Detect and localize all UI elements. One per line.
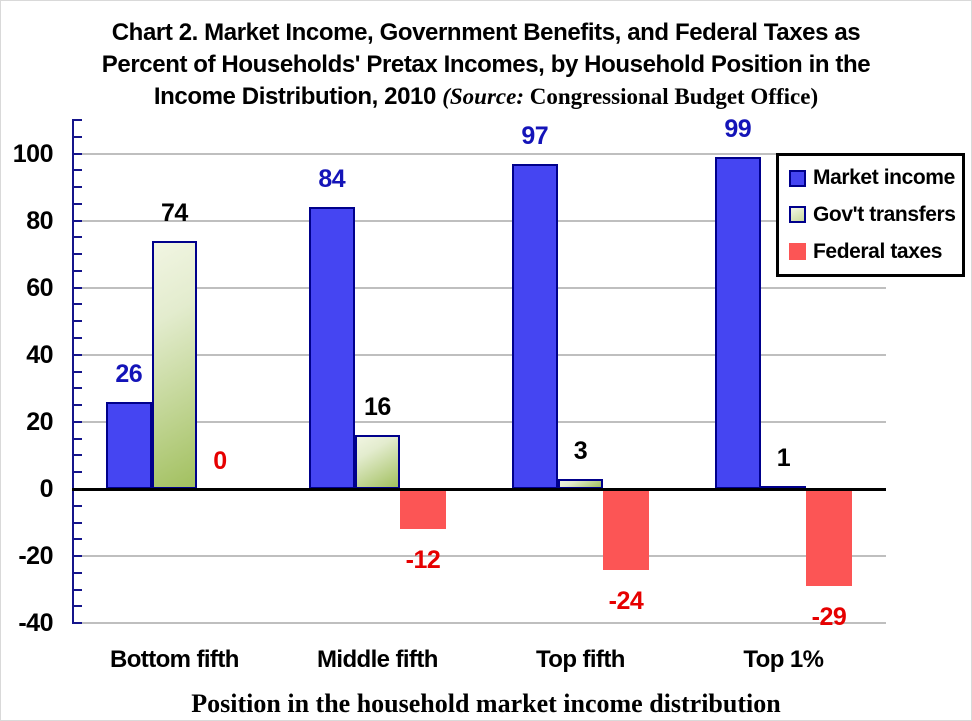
federal-taxes-swatch-icon [789,243,806,261]
y-axis-tick [72,253,82,256]
y-axis-tick [72,571,82,574]
legend-item-govt-transfers: Gov't transfers [789,203,962,227]
legend-item-market-income: Market income [789,166,962,190]
y-axis-tick [72,353,82,356]
gridline--40 [73,622,886,625]
y-axis-line [72,119,74,624]
y-tick-label-80: 80 [26,206,53,235]
bar-value-label-gov-t-transfers-middle-fifth: 16 [363,393,391,422]
y-axis-tick [72,286,82,289]
y-axis-tick [72,387,82,390]
bar-market-income-bottom-fifth [106,401,152,489]
x-axis-title: Position in the household market income … [191,689,781,718]
bar-federal-taxes-top-1 [806,489,852,587]
y-axis-tick [72,504,82,507]
chart-title: Chart 2. Market Income, Government Benef… [1,17,971,113]
y-axis-tick [72,202,82,205]
bar-value-label-market-income-top-1: 99 [724,114,752,143]
y-axis-tick [72,186,82,189]
y-tick-label-40: 40 [26,340,53,369]
y-axis-tick [72,219,82,222]
gridline-40 [73,353,886,356]
bar-value-label-federal-taxes-top-fifth: -24 [608,586,644,615]
y-axis-tick [72,420,82,423]
bar-market-income-top-1 [715,156,761,489]
gridline-100 [73,152,886,155]
gridline-80 [73,219,886,222]
bar-value-label-federal-taxes-top-1: -29 [811,603,847,632]
y-axis-tick [72,118,82,121]
legend-box: Market income Gov't transfers Federal ta… [776,153,965,277]
chart-title-line3-main: Income Distribution, 2010 [153,83,436,110]
bar-value-label-market-income-top-fifth: 97 [521,121,549,150]
y-axis-tick [72,605,82,608]
y-axis-tick [72,370,82,373]
bar-value-label-market-income-middle-fifth: 84 [318,165,346,194]
y-axis-tick [72,236,82,239]
bar-gov-t-transfers-bottom-fifth [151,240,198,489]
source-label: (Source: [442,84,525,109]
legend-label: Market income [813,166,955,190]
y-tick-label--20: -20 [18,542,53,571]
bar-value-label-federal-taxes-bottom-fifth: 0 [213,447,227,475]
bar-value-label-gov-t-transfers-top-1: 1 [776,443,791,472]
govt-transfers-swatch-icon [789,206,806,224]
y-tick-label-20: 20 [26,407,53,436]
y-axis-tick [72,337,82,340]
bar-value-label-gov-t-transfers-top-fifth: 3 [573,436,588,465]
y-tick-label-100: 100 [12,139,54,168]
y-axis-tick [72,169,82,172]
y-axis-tick [72,320,82,323]
legend-label: Federal taxes [813,239,943,263]
chart-title-line3: Income Distribution, 2010 (Source: Congr… [1,81,971,113]
bar-federal-taxes-middle-fifth [400,489,446,530]
bar-value-label-market-income-bottom-fifth: 26 [115,359,143,388]
y-axis-tick [72,471,82,474]
category-label-top-1: Top 1% [743,646,824,673]
y-axis-tick [72,555,82,558]
y-axis-tick [72,437,82,440]
bar-gov-t-transfers-middle-fifth [354,435,401,489]
bar-value-label-federal-taxes-middle-fifth: -12 [405,546,441,575]
y-tick-label-60: 60 [26,273,53,302]
y-axis-tick [72,404,82,407]
bar-value-label-gov-t-transfers-bottom-fifth: 74 [160,198,188,227]
bar-federal-taxes-top-fifth [603,489,649,570]
source-value: Congressional Budget Office) [529,84,819,109]
y-axis-tick [72,152,82,155]
y-axis-tick [72,588,82,591]
chart-title-line2: Percent of Households' Pretax Incomes, b… [101,51,871,78]
y-tick-label-0: 0 [39,475,54,503]
bar-market-income-top-fifth [512,163,558,489]
legend-label: Gov't transfers [813,202,956,226]
category-label-bottom-fifth: Bottom fifth [110,646,239,673]
y-axis-tick [72,454,82,457]
market-income-swatch-icon [789,169,806,187]
legend-item-federal-taxes: Federal taxes [789,240,962,264]
y-axis-tick [72,622,82,625]
y-axis-tick [72,135,82,138]
bar-market-income-middle-fifth [309,207,355,489]
category-label-top-fifth: Top fifth [536,646,625,673]
gridline-20 [73,420,886,423]
y-axis-tick [72,538,82,541]
zero-baseline [72,487,886,491]
y-tick-label--40: -40 [18,609,53,638]
y-axis-tick [72,303,82,306]
chart-title-line1: Chart 2. Market Income, Government Benef… [111,19,861,46]
category-label-middle-fifth: Middle fifth [317,646,438,673]
y-axis-tick [72,269,82,272]
gridline--20 [73,555,886,558]
y-axis-tick [72,521,82,524]
gridline-60 [73,286,886,289]
